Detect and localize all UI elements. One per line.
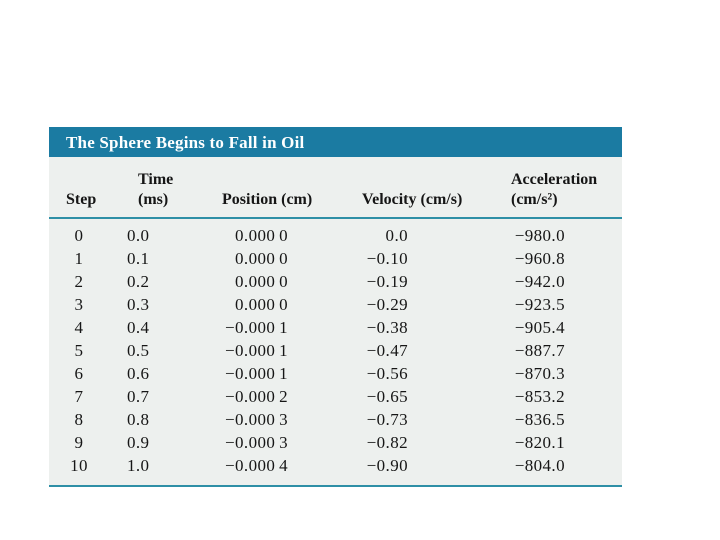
cell-step: 6 <box>74 364 84 383</box>
cell-time: 0.8 <box>127 410 150 429</box>
column-header-time-unit: (ms) <box>138 191 169 208</box>
cell-position: −0.000 1 <box>225 341 288 360</box>
header-row: Step Time (ms) Position (cm) Velocity (cm… <box>49 157 622 219</box>
cell-time: 0.4 <box>127 318 150 337</box>
cell-step: 4 <box>74 318 84 337</box>
table-row: 8 0.8 −0.000 3 −0.73 −836.5 <box>49 408 622 431</box>
cell-velocity: −0.90 <box>366 456 408 475</box>
table-row: 2 0.2 0.000 0 −0.19 −942.0 <box>49 270 622 293</box>
cell-time: 0.0 <box>127 226 150 245</box>
cell-position: 0.000 0 <box>235 272 288 291</box>
cell-velocity: −0.65 <box>366 387 408 406</box>
cell-time: 0.3 <box>127 295 150 314</box>
column-header-step-label: Step <box>66 191 97 208</box>
cell-time: 0.9 <box>127 433 150 452</box>
column-header-acceleration-unit: (cm/s²) <box>511 191 558 208</box>
cell-velocity: −0.38 <box>366 318 408 337</box>
cell-step: 7 <box>74 387 84 406</box>
cell-acceleration: −820.1 <box>514 433 565 452</box>
cell-velocity: −0.29 <box>366 295 408 314</box>
column-header-velocity: Velocity (cm/s) <box>329 157 469 219</box>
table-row: 6 0.6 −0.000 1 −0.56 −870.3 <box>49 362 622 385</box>
table-header: Step Time (ms) Position (cm) Velocity (cm… <box>49 157 622 219</box>
column-header-step: Step <box>49 157 109 219</box>
cell-acceleration: −853.2 <box>514 387 565 406</box>
cell-acceleration: −870.3 <box>514 364 565 383</box>
cell-step: 1 <box>74 249 84 268</box>
table-row: 4 0.4 −0.000 1 −0.38 −905.4 <box>49 316 622 339</box>
table-row: 5 0.5 −0.000 1 −0.47 −887.7 <box>49 339 622 362</box>
cell-time: 0.1 <box>127 249 150 268</box>
cell-velocity: 0.0 <box>385 226 408 245</box>
column-header-position-label: Position (cm) <box>222 191 313 208</box>
data-table-panel: The Sphere Begins to Fall in Oil Step Ti… <box>49 127 622 487</box>
cell-position: −0.000 3 <box>225 433 288 452</box>
cell-acceleration: −905.4 <box>514 318 565 337</box>
column-header-position: Position (cm) <box>209 157 329 219</box>
column-header-velocity-label: Velocity (cm/s) <box>362 191 463 208</box>
table-row: 0 0.0 0.000 0 0.0 −980.0 <box>49 218 622 247</box>
cell-time: 1.0 <box>127 456 150 475</box>
column-header-time-label: Time <box>138 171 174 188</box>
cell-time: 0.5 <box>127 341 150 360</box>
table-title-bar: The Sphere Begins to Fall in Oil <box>49 127 622 157</box>
cell-velocity: −0.10 <box>366 249 408 268</box>
cell-step: 9 <box>74 433 84 452</box>
cell-velocity: −0.47 <box>366 341 408 360</box>
cell-velocity: −0.82 <box>366 433 408 452</box>
cell-position: 0.000 0 <box>235 295 288 314</box>
cell-acceleration: −923.5 <box>514 295 565 314</box>
cell-position: −0.000 1 <box>225 364 288 383</box>
cell-acceleration: −980.0 <box>514 226 565 245</box>
cell-position: −0.000 3 <box>225 410 288 429</box>
cell-step: 2 <box>74 272 84 291</box>
table-row: 7 0.7 −0.000 2 −0.65 −853.2 <box>49 385 622 408</box>
table-row: 9 0.9 −0.000 3 −0.82 −820.1 <box>49 431 622 454</box>
cell-position: 0.000 0 <box>235 249 288 268</box>
cell-position: −0.000 1 <box>225 318 288 337</box>
data-table: Step Time (ms) Position (cm) Velocity (cm… <box>49 157 622 487</box>
cell-step: 5 <box>74 341 84 360</box>
column-header-acceleration: Acceleration (cm/s²) <box>469 157 622 219</box>
cell-velocity: −0.19 <box>366 272 408 291</box>
cell-time: 0.2 <box>127 272 150 291</box>
cell-step: 0 <box>74 226 84 245</box>
cell-velocity: −0.73 <box>366 410 408 429</box>
table-row: 3 0.3 0.000 0 −0.29 −923.5 <box>49 293 622 316</box>
table-body: 0 0.0 0.000 0 0.0 −980.0 1 0.1 0.000 0 −… <box>49 218 622 486</box>
cell-position: 0.000 0 <box>235 226 288 245</box>
cell-time: 0.6 <box>127 364 150 383</box>
cell-acceleration: −942.0 <box>514 272 565 291</box>
cell-position: −0.000 4 <box>225 456 288 475</box>
cell-step: 3 <box>74 295 84 314</box>
cell-acceleration: −960.8 <box>514 249 565 268</box>
table-row: 1 0.1 0.000 0 −0.10 −960.8 <box>49 247 622 270</box>
cell-velocity: −0.56 <box>366 364 408 383</box>
cell-time: 0.7 <box>127 387 150 406</box>
cell-acceleration: −887.7 <box>514 341 565 360</box>
cell-step: 8 <box>74 410 84 429</box>
cell-step: 10 <box>70 456 88 475</box>
cell-acceleration: −804.0 <box>514 456 565 475</box>
column-header-time: Time (ms) <box>109 157 209 219</box>
cell-position: −0.000 2 <box>225 387 288 406</box>
cell-acceleration: −836.5 <box>514 410 565 429</box>
column-header-acceleration-label: Acceleration <box>511 171 598 188</box>
table-title: The Sphere Begins to Fall in Oil <box>66 133 305 152</box>
table-row: 10 1.0 −0.000 4 −0.90 −804.0 <box>49 454 622 486</box>
